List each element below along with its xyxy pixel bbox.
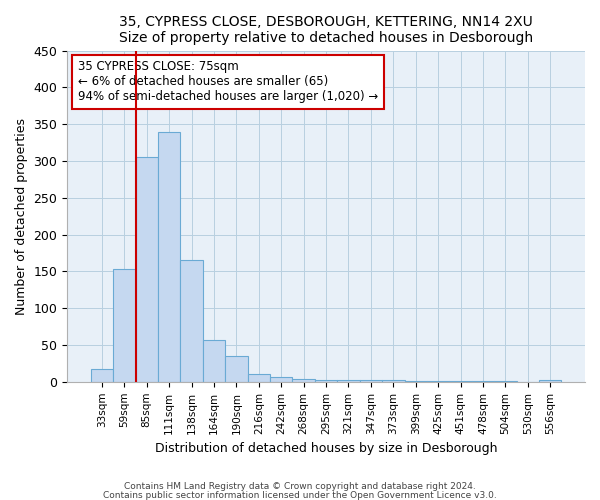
Bar xyxy=(337,380,360,382)
Title: 35, CYPRESS CLOSE, DESBOROUGH, KETTERING, NN14 2XU
Size of property relative to : 35, CYPRESS CLOSE, DESBOROUGH, KETTERING… xyxy=(119,15,533,45)
Bar xyxy=(181,260,203,382)
Bar xyxy=(113,269,136,382)
X-axis label: Distribution of detached houses by size in Desborough: Distribution of detached houses by size … xyxy=(155,442,497,455)
Bar xyxy=(248,374,270,382)
Bar xyxy=(315,380,337,382)
Bar xyxy=(539,380,562,382)
Bar xyxy=(292,379,315,382)
Bar xyxy=(203,340,225,382)
Bar xyxy=(472,381,494,382)
Text: Contains public sector information licensed under the Open Government Licence v3: Contains public sector information licen… xyxy=(103,490,497,500)
Y-axis label: Number of detached properties: Number of detached properties xyxy=(15,118,28,314)
Bar xyxy=(136,158,158,382)
Bar xyxy=(360,380,382,382)
Bar xyxy=(494,381,517,382)
Text: Contains HM Land Registry data © Crown copyright and database right 2024.: Contains HM Land Registry data © Crown c… xyxy=(124,482,476,491)
Bar xyxy=(270,378,292,382)
Bar xyxy=(158,132,181,382)
Bar xyxy=(427,381,449,382)
Text: 35 CYPRESS CLOSE: 75sqm
← 6% of detached houses are smaller (65)
94% of semi-det: 35 CYPRESS CLOSE: 75sqm ← 6% of detached… xyxy=(77,60,378,104)
Bar xyxy=(404,381,427,382)
Bar xyxy=(449,381,472,382)
Bar xyxy=(225,356,248,382)
Bar xyxy=(382,380,404,382)
Bar xyxy=(91,368,113,382)
